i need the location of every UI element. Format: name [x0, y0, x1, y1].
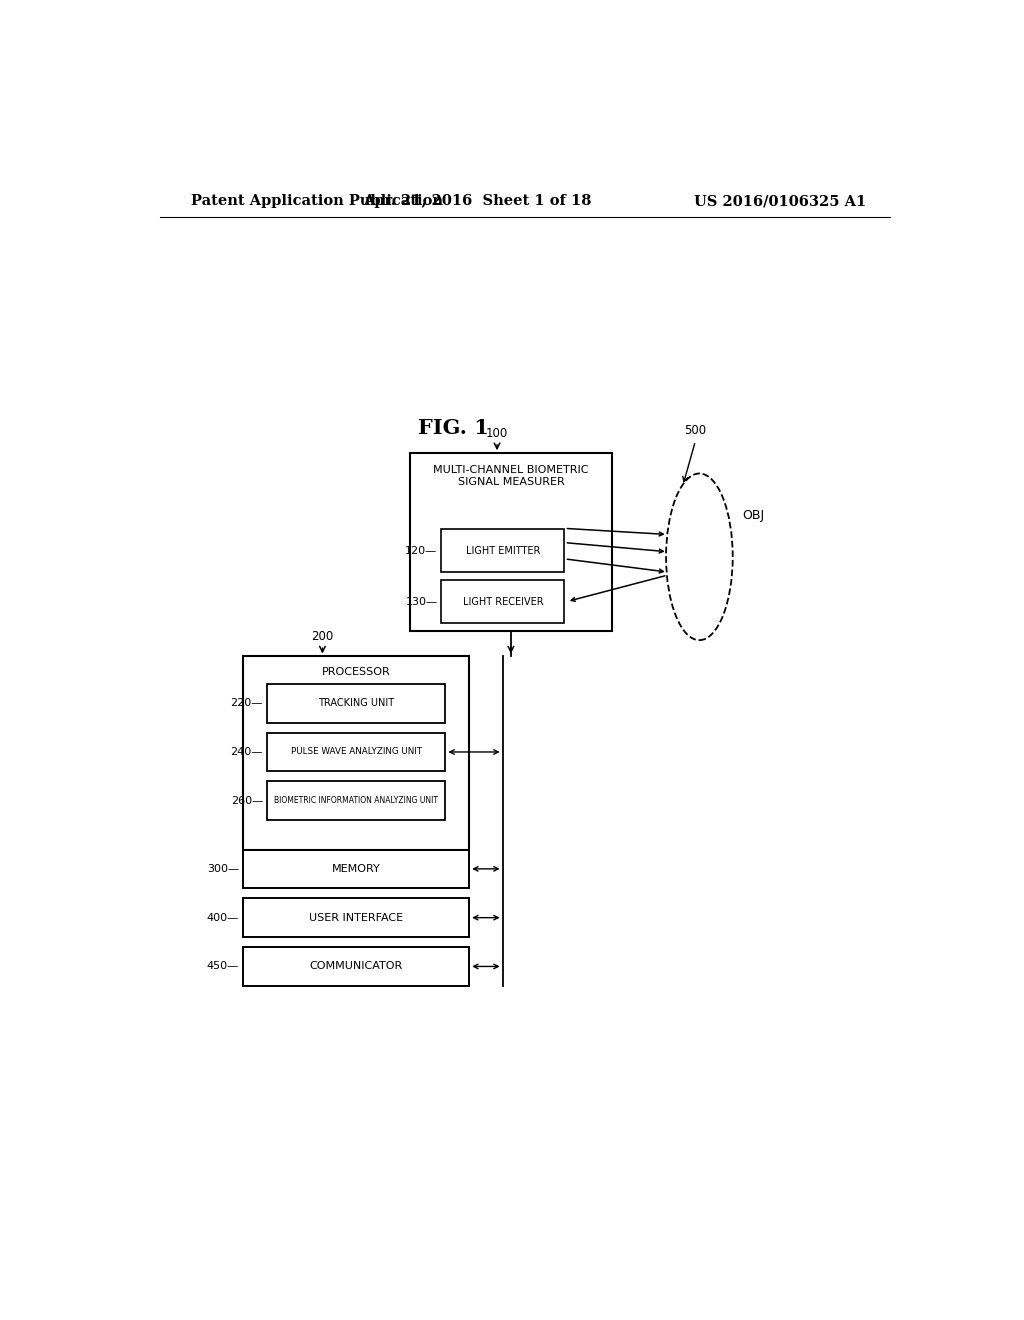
Text: 220—: 220—	[230, 698, 263, 709]
Text: 500: 500	[684, 424, 707, 437]
Text: COMMUNICATOR: COMMUNICATOR	[309, 961, 402, 972]
Text: PROCESSOR: PROCESSOR	[322, 667, 390, 677]
Text: LIGHT EMITTER: LIGHT EMITTER	[466, 545, 541, 556]
Bar	[243, 948, 469, 986]
Text: 240—: 240—	[230, 747, 263, 756]
Text: MULTI-CHANNEL BIOMETRIC
SIGNAL MEASURER: MULTI-CHANNEL BIOMETRIC SIGNAL MEASURER	[433, 466, 589, 487]
Bar	[243, 899, 469, 937]
Text: Patent Application Publication: Patent Application Publication	[191, 194, 443, 209]
Text: US 2016/0106325 A1: US 2016/0106325 A1	[694, 194, 866, 209]
Bar	[267, 684, 445, 722]
Text: 120—: 120—	[406, 545, 437, 556]
Text: 300—: 300—	[207, 863, 239, 874]
Bar	[243, 850, 469, 888]
Text: MEMORY: MEMORY	[332, 863, 381, 874]
Text: 260—: 260—	[230, 796, 263, 805]
Ellipse shape	[666, 474, 733, 640]
Text: OBJ: OBJ	[742, 508, 764, 521]
Bar	[441, 581, 564, 623]
Text: BIOMETRIC INFORMATION ANALYZING UNIT: BIOMETRIC INFORMATION ANALYZING UNIT	[274, 796, 438, 805]
Bar	[410, 453, 612, 631]
Text: LIGHT RECEIVER: LIGHT RECEIVER	[463, 597, 544, 607]
Bar	[267, 733, 445, 771]
Bar	[267, 781, 445, 820]
Text: 100: 100	[486, 426, 508, 440]
Text: PULSE WAVE ANALYZING UNIT: PULSE WAVE ANALYZING UNIT	[291, 747, 422, 756]
Text: FIG. 1: FIG. 1	[418, 417, 488, 438]
Text: Apr. 21, 2016  Sheet 1 of 18: Apr. 21, 2016 Sheet 1 of 18	[362, 194, 592, 209]
Text: TRACKING UNIT: TRACKING UNIT	[318, 698, 394, 709]
Text: USER INTERFACE: USER INTERFACE	[309, 912, 403, 923]
Text: 400—: 400—	[207, 912, 239, 923]
Bar	[441, 529, 564, 572]
Text: 130—: 130—	[406, 597, 437, 607]
Bar	[243, 656, 469, 850]
Text: 450—: 450—	[207, 961, 239, 972]
Text: 200: 200	[311, 630, 334, 643]
